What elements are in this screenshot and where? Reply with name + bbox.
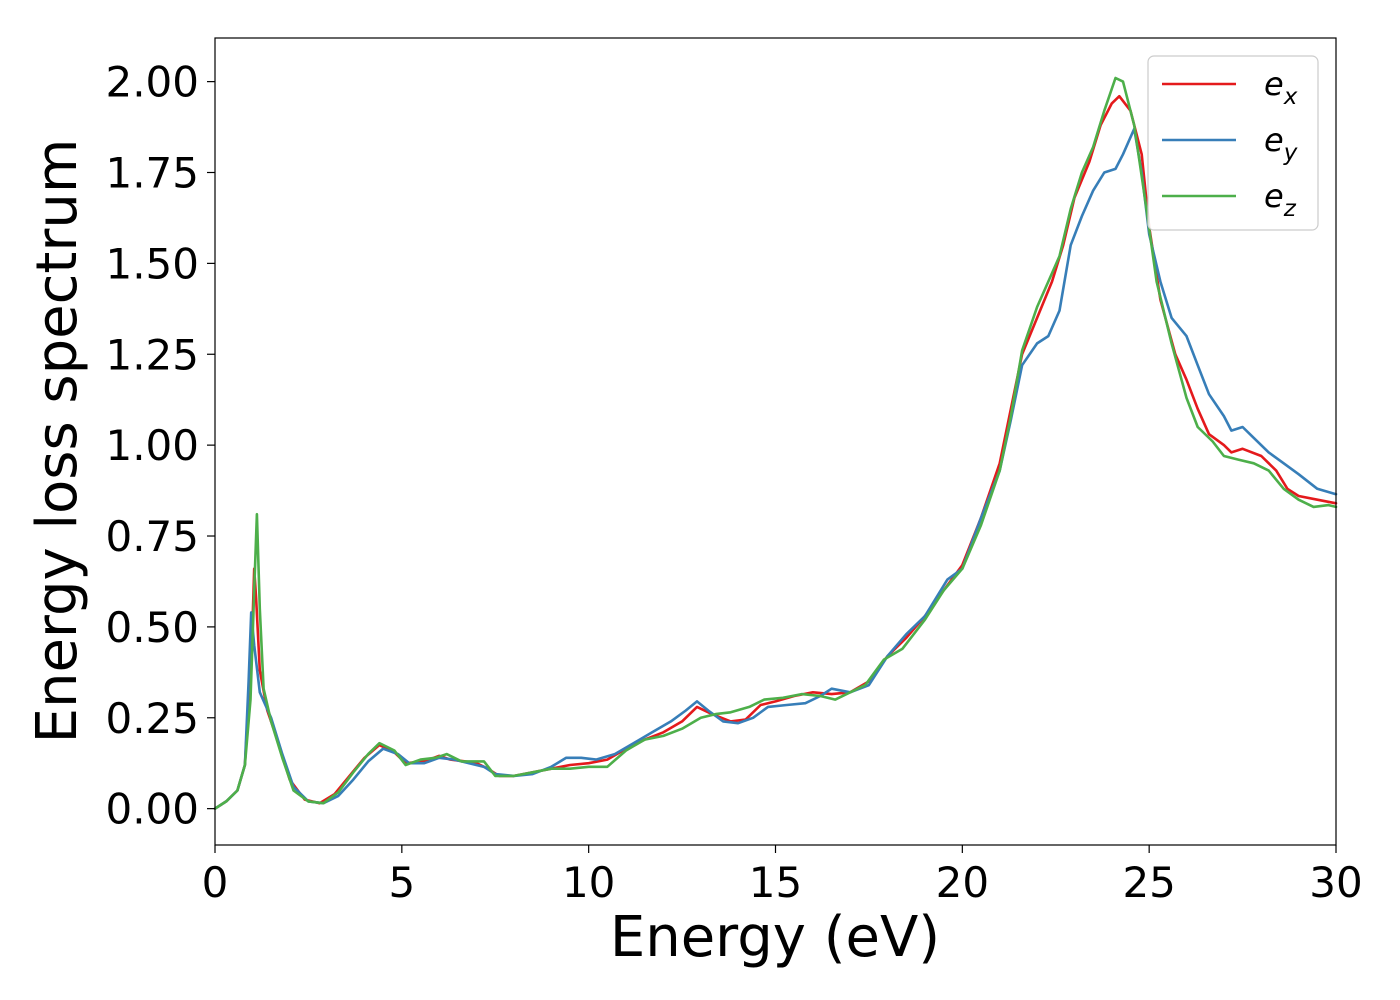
x-tick-label: 20 <box>936 858 989 907</box>
y-tick-label: 0.00 <box>105 785 199 834</box>
y-axis-title: Energy loss spectrum <box>25 139 90 744</box>
y-tick-label: 0.25 <box>105 694 199 743</box>
legend-label-z: ez <box>1264 177 1297 222</box>
legend-box <box>1147 55 1319 231</box>
y-tick-label: 1.00 <box>105 421 199 470</box>
y-tick-label: 1.75 <box>105 149 199 198</box>
series-layer <box>213 76 1338 810</box>
x-axis-title: Energy (eV) <box>610 905 940 970</box>
y-tick-label: 2.00 <box>105 58 199 107</box>
x-tick-label: 5 <box>388 858 415 907</box>
y-tick-label: 1.25 <box>105 330 199 379</box>
legend-label-x: ex <box>1264 65 1298 110</box>
x-tick-label: 25 <box>1122 858 1175 907</box>
x-tick-label: 30 <box>1309 858 1362 907</box>
y-axis: 0.00 0.25 0.50 0.75 1.00 1.25 1.50 1.75 2.00 <box>105 58 215 834</box>
x-tick-label: 0 <box>202 858 229 907</box>
y-tick-label: 0.50 <box>105 603 199 652</box>
x-axis: 0 5 10 15 20 25 30 <box>202 845 1363 907</box>
legend: ex ey ez <box>1147 55 1319 231</box>
series-line-z <box>213 76 1338 810</box>
y-tick-label: 1.50 <box>105 239 199 288</box>
legend-label-y: ey <box>1264 121 1298 166</box>
y-tick-label: 0.75 <box>105 512 199 561</box>
x-tick-label: 10 <box>562 858 615 907</box>
x-tick-label: 15 <box>749 858 802 907</box>
